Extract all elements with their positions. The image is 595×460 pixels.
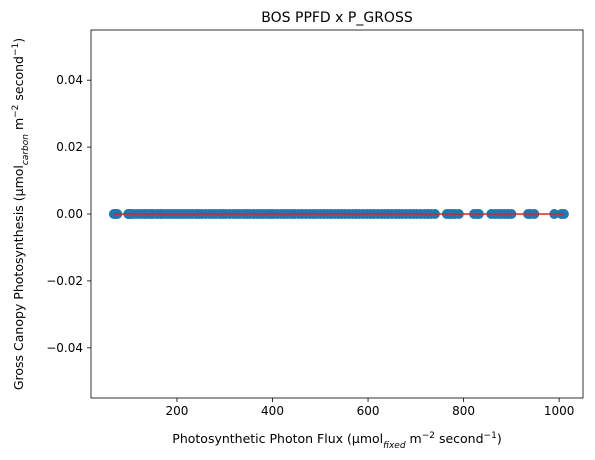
x-tick-label: 400 <box>261 404 284 418</box>
x-axis-label: Photosynthetic Photon Flux (µmolfixed m−… <box>172 431 501 451</box>
y-tick-label: −0.02 <box>46 274 83 288</box>
y-tick-label: 0.02 <box>56 140 83 154</box>
chart-title: BOS PPFD x P_GROSS <box>261 10 413 26</box>
y-tick-label: 0.00 <box>56 207 83 221</box>
x-axis-ticks: 200 400 600 800 1000 <box>166 398 575 418</box>
y-axis-ticks: −0.04 −0.02 0.00 0.02 0.04 <box>46 73 91 355</box>
x-tick-label: 1000 <box>544 404 575 418</box>
x-tick-label: 800 <box>452 404 475 418</box>
x-tick-label: 600 <box>357 404 380 418</box>
x-tick-label: 200 <box>166 404 189 418</box>
y-axis-label: Gross Canopy Photosynthesis (µmolcarbon … <box>11 38 31 390</box>
y-tick-label: −0.04 <box>46 341 83 355</box>
y-tick-label: 0.04 <box>56 73 83 87</box>
